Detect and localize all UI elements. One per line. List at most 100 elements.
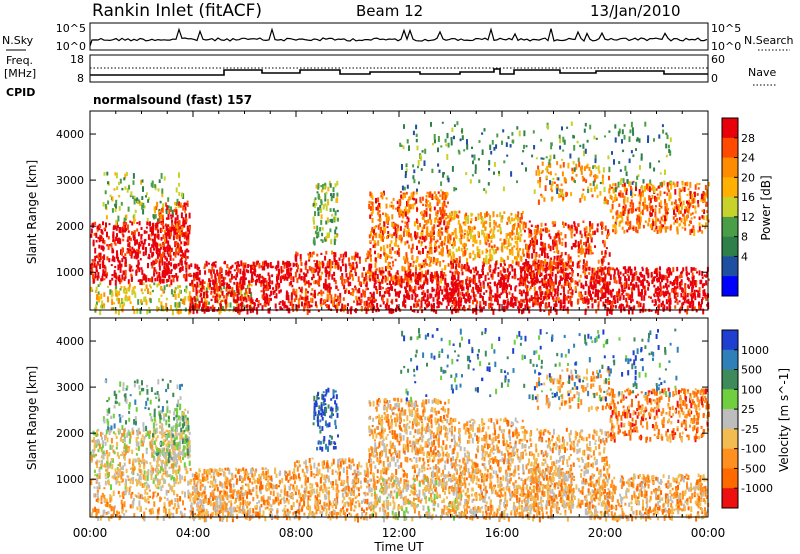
scatter-cell [310,292,313,296]
scatter-cell [596,175,599,179]
scatter-cell [187,296,190,301]
scatter-cell [648,295,650,299]
scatter-cell [210,274,213,279]
scatter-cell [536,297,539,303]
scatter-cell [190,263,193,268]
scatter-cell [428,247,431,253]
scatter-cell [658,290,661,296]
scatter-cell [329,228,332,233]
scatter-cell [555,261,558,267]
scatter-cell [236,299,239,303]
scatter-cell [258,262,261,269]
scatter-cell [458,260,461,264]
scatter-cell [110,307,113,311]
scatter-cell [551,288,554,292]
scatter-cell [552,242,555,247]
scatter-cell [531,277,534,284]
scatter-cell [516,217,519,222]
scatter-cell [483,258,486,264]
scatter-cell [94,221,97,225]
scatter-cell [281,300,284,306]
scatter-cell [424,245,427,249]
scatter-cell [581,165,583,170]
scatter-cell [668,195,671,202]
scatter-cell [679,210,682,214]
scatter-cell [610,302,613,306]
scatter-cell [237,283,240,287]
scatter-cell [512,302,515,309]
scatter-cell [327,198,329,203]
scatter-cell [625,283,628,289]
scatter-cell [378,210,381,213]
scatter-cell [121,232,124,236]
scatter-cell [111,299,114,305]
scatter-cell [618,221,621,227]
scatter-cell [561,241,564,246]
scatter-cell [338,257,341,261]
scatter-cell [137,259,140,266]
scatter-cell [490,306,493,311]
scatter-cell [178,267,181,273]
scatter-cell [238,264,241,267]
scatter-cell [534,225,537,228]
scatter-cell [112,225,115,228]
scatter-cell [481,296,484,301]
scatter-cell [155,271,158,275]
scatter-cell [610,195,613,200]
scatter-cell [332,208,335,212]
scatter-cell [296,252,299,256]
scatter-cell [179,308,182,314]
scatter-cell [533,289,536,292]
scatter-cell [453,214,456,219]
scatter-cell [426,271,429,275]
scatter-cell [187,250,190,253]
scatter-cell [478,279,481,283]
scatter-cell [496,225,499,228]
scatter-cell [106,244,109,247]
scatter-cell [681,186,684,191]
scatter-cell [581,294,584,297]
scatter-cell [680,282,683,286]
scatter-cell [133,290,136,294]
scatter-cell [613,274,616,280]
scatter-cell [658,298,661,303]
scatter-cell [563,283,566,286]
scatter-cell [570,301,573,307]
scatter-cell [231,287,234,292]
scatter-cell [439,288,442,291]
scatter-cell [587,244,590,249]
scatter-cell [567,254,570,259]
scatter-cell [487,239,490,242]
scatter-cell [311,276,314,281]
scatter-cell [690,220,692,224]
scatter-cell [585,165,588,169]
scatter-cell [690,229,693,233]
scatter-cell [184,255,187,261]
scatter-cell [633,272,636,276]
scatter-cell [139,258,142,261]
scatter-cell [100,256,103,259]
scatter-cell [179,246,182,250]
scatter-cell [257,303,260,308]
scatter-cell [619,211,622,215]
scatter-cell [696,182,699,186]
scatter-cell [540,171,543,174]
scatter-cell [272,287,275,290]
scatter-cell [568,272,571,275]
scatter-cell [429,191,432,195]
scatter-cell [131,246,134,250]
scatter-cell [350,270,353,273]
scatter-cell [345,273,348,278]
scatter-cell [476,300,479,305]
scatter-cell [91,269,94,274]
scatter-cell [372,272,375,276]
scatter-cell [402,256,405,261]
scatter-cell [461,282,464,288]
scatter-cell [579,230,582,235]
scatter-cell [570,230,573,235]
scatter-cell [437,280,440,287]
scatter-cell [648,202,651,209]
scatter-cell [578,264,581,269]
scatter-cell [98,237,101,243]
scatter-cell [468,239,471,242]
